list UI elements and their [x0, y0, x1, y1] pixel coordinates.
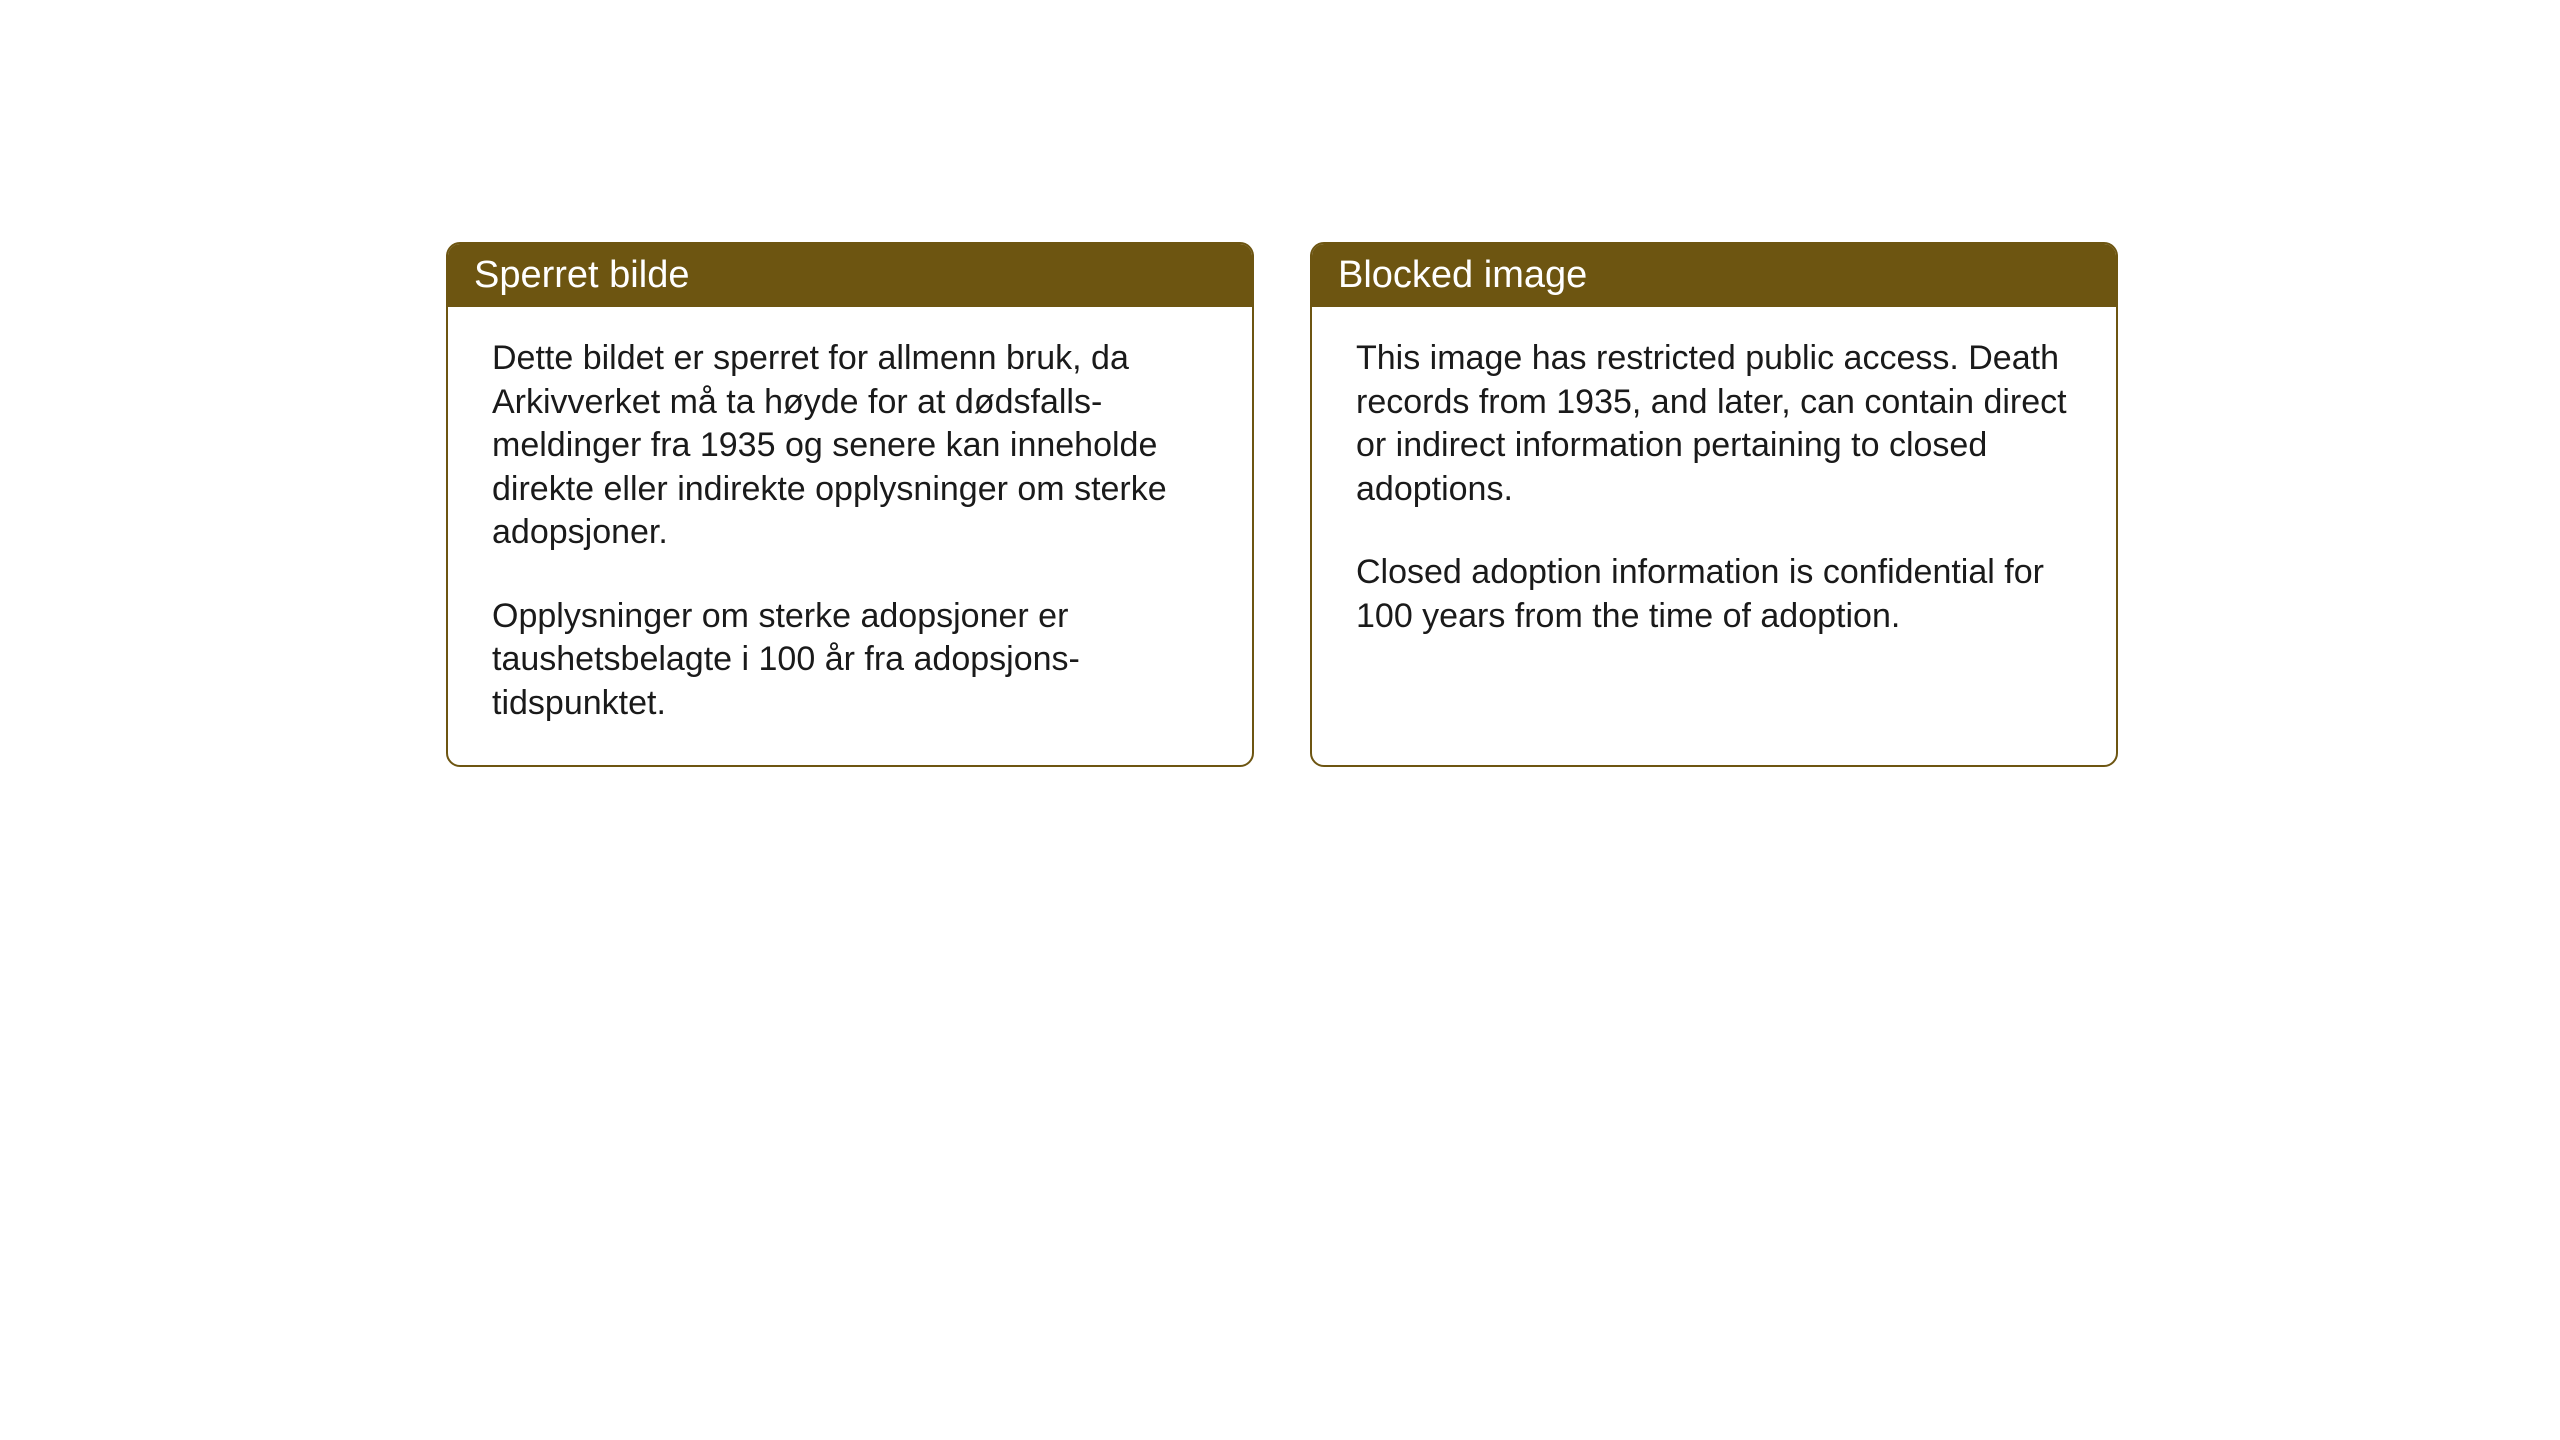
card-english: Blocked image This image has restricted … [1310, 242, 2118, 767]
card-norwegian: Sperret bilde Dette bildet er sperret fo… [446, 242, 1254, 767]
card-header-norwegian: Sperret bilde [448, 244, 1252, 307]
card-paragraph-1-english: This image has restricted public access.… [1356, 337, 2072, 511]
card-body-english: This image has restricted public access.… [1312, 307, 2116, 678]
card-header-english: Blocked image [1312, 244, 2116, 307]
card-paragraph-2-english: Closed adoption information is confident… [1356, 551, 2072, 638]
card-paragraph-2-norwegian: Opplysninger om sterke adopsjoner er tau… [492, 595, 1208, 726]
cards-container: Sperret bilde Dette bildet er sperret fo… [446, 242, 2118, 767]
card-title-norwegian: Sperret bilde [474, 254, 689, 296]
card-body-norwegian: Dette bildet er sperret for allmenn bruk… [448, 307, 1252, 765]
card-paragraph-1-norwegian: Dette bildet er sperret for allmenn bruk… [492, 337, 1208, 555]
card-title-english: Blocked image [1338, 254, 1587, 296]
